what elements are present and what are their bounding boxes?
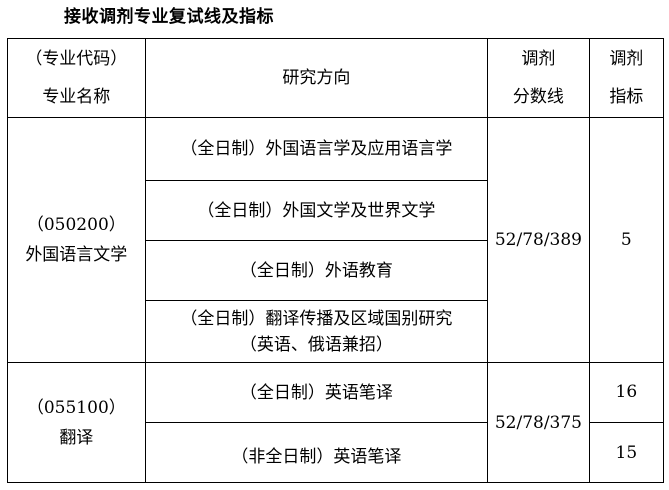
major-cell: （055100） 翻译 [7, 362, 146, 483]
major-name: 外国语言文学 [25, 245, 128, 265]
direction-cell: （全日制）外国文学及世界文学 [144, 180, 489, 241]
direction-text: （全日制）翻译传播及区域国别研究 [180, 308, 453, 329]
table-row: （055100） 翻译 （全日制）英语笔译 52/78/375 16 [7, 362, 665, 483]
score-cell: 52/78/375 [487, 362, 590, 483]
table-row: （非全日制）英语笔译 15 [8, 422, 665, 483]
page-title: 接收调剂专业复试线及指标 [64, 7, 274, 27]
header-row: （专业代码） 专业名称 研究方向 调剂 分数线 调剂 指标 [7, 38, 665, 118]
header-text: 专业名称 [42, 87, 111, 107]
major-cell: （050200） 外国语言文学 [7, 117, 146, 363]
quota-cell: 5 [588, 117, 665, 363]
major-name: 翻译 [59, 427, 94, 448]
quota-cell: 15 [588, 422, 665, 483]
header-text: 分数线 [512, 87, 564, 107]
quota-cell: 16 [588, 362, 665, 423]
table-row: （全日制）翻译传播及区域国别研究 （英语、俄语兼招） [8, 300, 664, 363]
header-score: 调剂 分数线 [487, 38, 590, 118]
header-direction: 研究方向 [144, 38, 489, 118]
adjustment-table: （专业代码） 专业名称 研究方向 调剂 分数线 调剂 指标 （050200） 外… [7, 38, 665, 483]
header-text: 调剂 [609, 49, 644, 69]
direction-note: （英语、俄语兼招） [239, 334, 393, 355]
major-code: （050200） [26, 215, 126, 235]
header-text: （专业代码） [25, 49, 128, 69]
major-code: （055100） [26, 397, 126, 418]
direction-cell: （全日制）外国语言学及应用语言学 [144, 117, 489, 181]
direction-cell: （全日制）外语教育 [144, 240, 489, 301]
header-text: 指标 [609, 87, 644, 107]
table-row: （050200） 外国语言文学 （全日制）外国语言学及应用语言学 52/78/3… [7, 117, 665, 363]
table-row: （全日制）外国文学及世界文学 [8, 180, 664, 241]
header-quota: 调剂 指标 [588, 38, 665, 118]
direction-cell: （全日制）翻译传播及区域国别研究 （英语、俄语兼招） [144, 300, 489, 363]
score-cell: 52/78/389 [487, 117, 590, 363]
table-row: （全日制）外语教育 [8, 240, 664, 301]
direction-cell: （全日制）英语笔译 [144, 362, 489, 423]
header-major: （专业代码） 专业名称 [7, 38, 146, 118]
direction-cell: （非全日制）英语笔译 [144, 422, 489, 483]
header-text: 调剂 [521, 49, 556, 69]
